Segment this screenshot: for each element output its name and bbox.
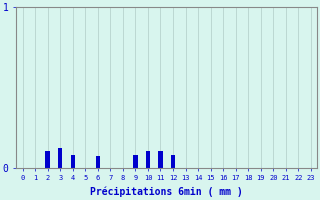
Bar — [133, 155, 138, 168]
Bar — [96, 156, 100, 168]
Bar — [58, 148, 62, 168]
Bar — [70, 155, 75, 168]
Bar — [45, 151, 50, 168]
Bar — [146, 151, 150, 168]
Bar — [171, 155, 175, 168]
Bar — [158, 151, 163, 168]
X-axis label: Précipitations 6min ( mm ): Précipitations 6min ( mm ) — [90, 187, 243, 197]
